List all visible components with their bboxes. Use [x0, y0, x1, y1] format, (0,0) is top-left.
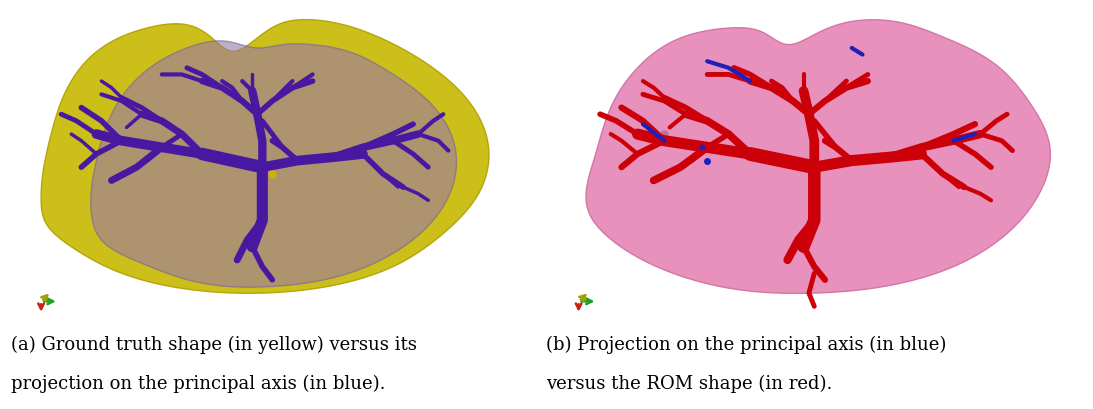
Polygon shape — [91, 41, 457, 287]
Polygon shape — [42, 20, 489, 293]
Text: projection on the principal axis (in blue).: projection on the principal axis (in blu… — [11, 375, 386, 393]
Text: (a) Ground truth shape (in yellow) versus its: (a) Ground truth shape (in yellow) versu… — [11, 335, 416, 354]
Text: (b) Projection on the principal axis (in blue): (b) Projection on the principal axis (in… — [546, 335, 947, 354]
Text: versus the ROM shape (in red).: versus the ROM shape (in red). — [546, 375, 833, 393]
Polygon shape — [586, 20, 1050, 293]
